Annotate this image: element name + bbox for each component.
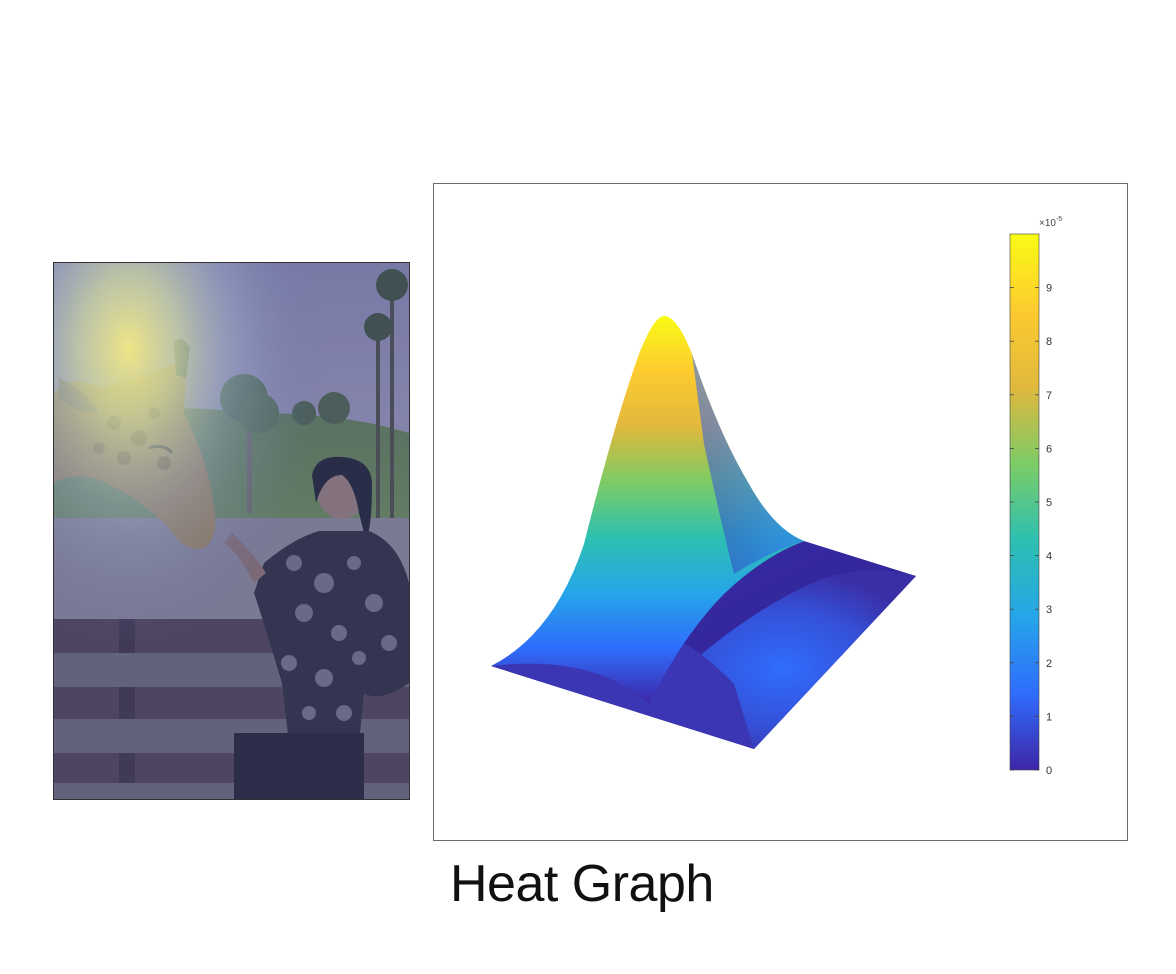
colorbar-tick-label-0: 0 (1046, 765, 1052, 777)
colorbar: 0 1 2 3 4 5 6 7 8 9 ×10-5 (1009, 216, 1062, 777)
colorbar-tick-label-9: 9 (1046, 283, 1052, 295)
colorbar-tick-label-1: 1 (1046, 711, 1052, 723)
heat-overlay (54, 263, 409, 799)
surface-main-peak (491, 316, 804, 704)
colorbar-gradient (1009, 233, 1040, 771)
heatmap-photo (53, 262, 410, 800)
colorbar-tick-label-6: 6 (1046, 443, 1052, 455)
colorbar-tick-label-7: 7 (1046, 390, 1052, 402)
colorbar-tick-label-5: 5 (1046, 497, 1052, 509)
colorbar-tick-label-3: 3 (1046, 604, 1052, 616)
page-caption: Heat Graph (450, 855, 714, 913)
surface-shoulder (692, 354, 804, 574)
colorbar-tick-label-4: 4 (1046, 551, 1052, 563)
colorbar-tick-label-8: 8 (1046, 336, 1052, 348)
colorbar-exponent: ×10-5 (1039, 216, 1062, 229)
colorbar-tick-label-2: 2 (1046, 658, 1052, 670)
surface-plot: 0 1 2 3 4 5 6 7 8 9 ×10-5 (433, 183, 1128, 841)
